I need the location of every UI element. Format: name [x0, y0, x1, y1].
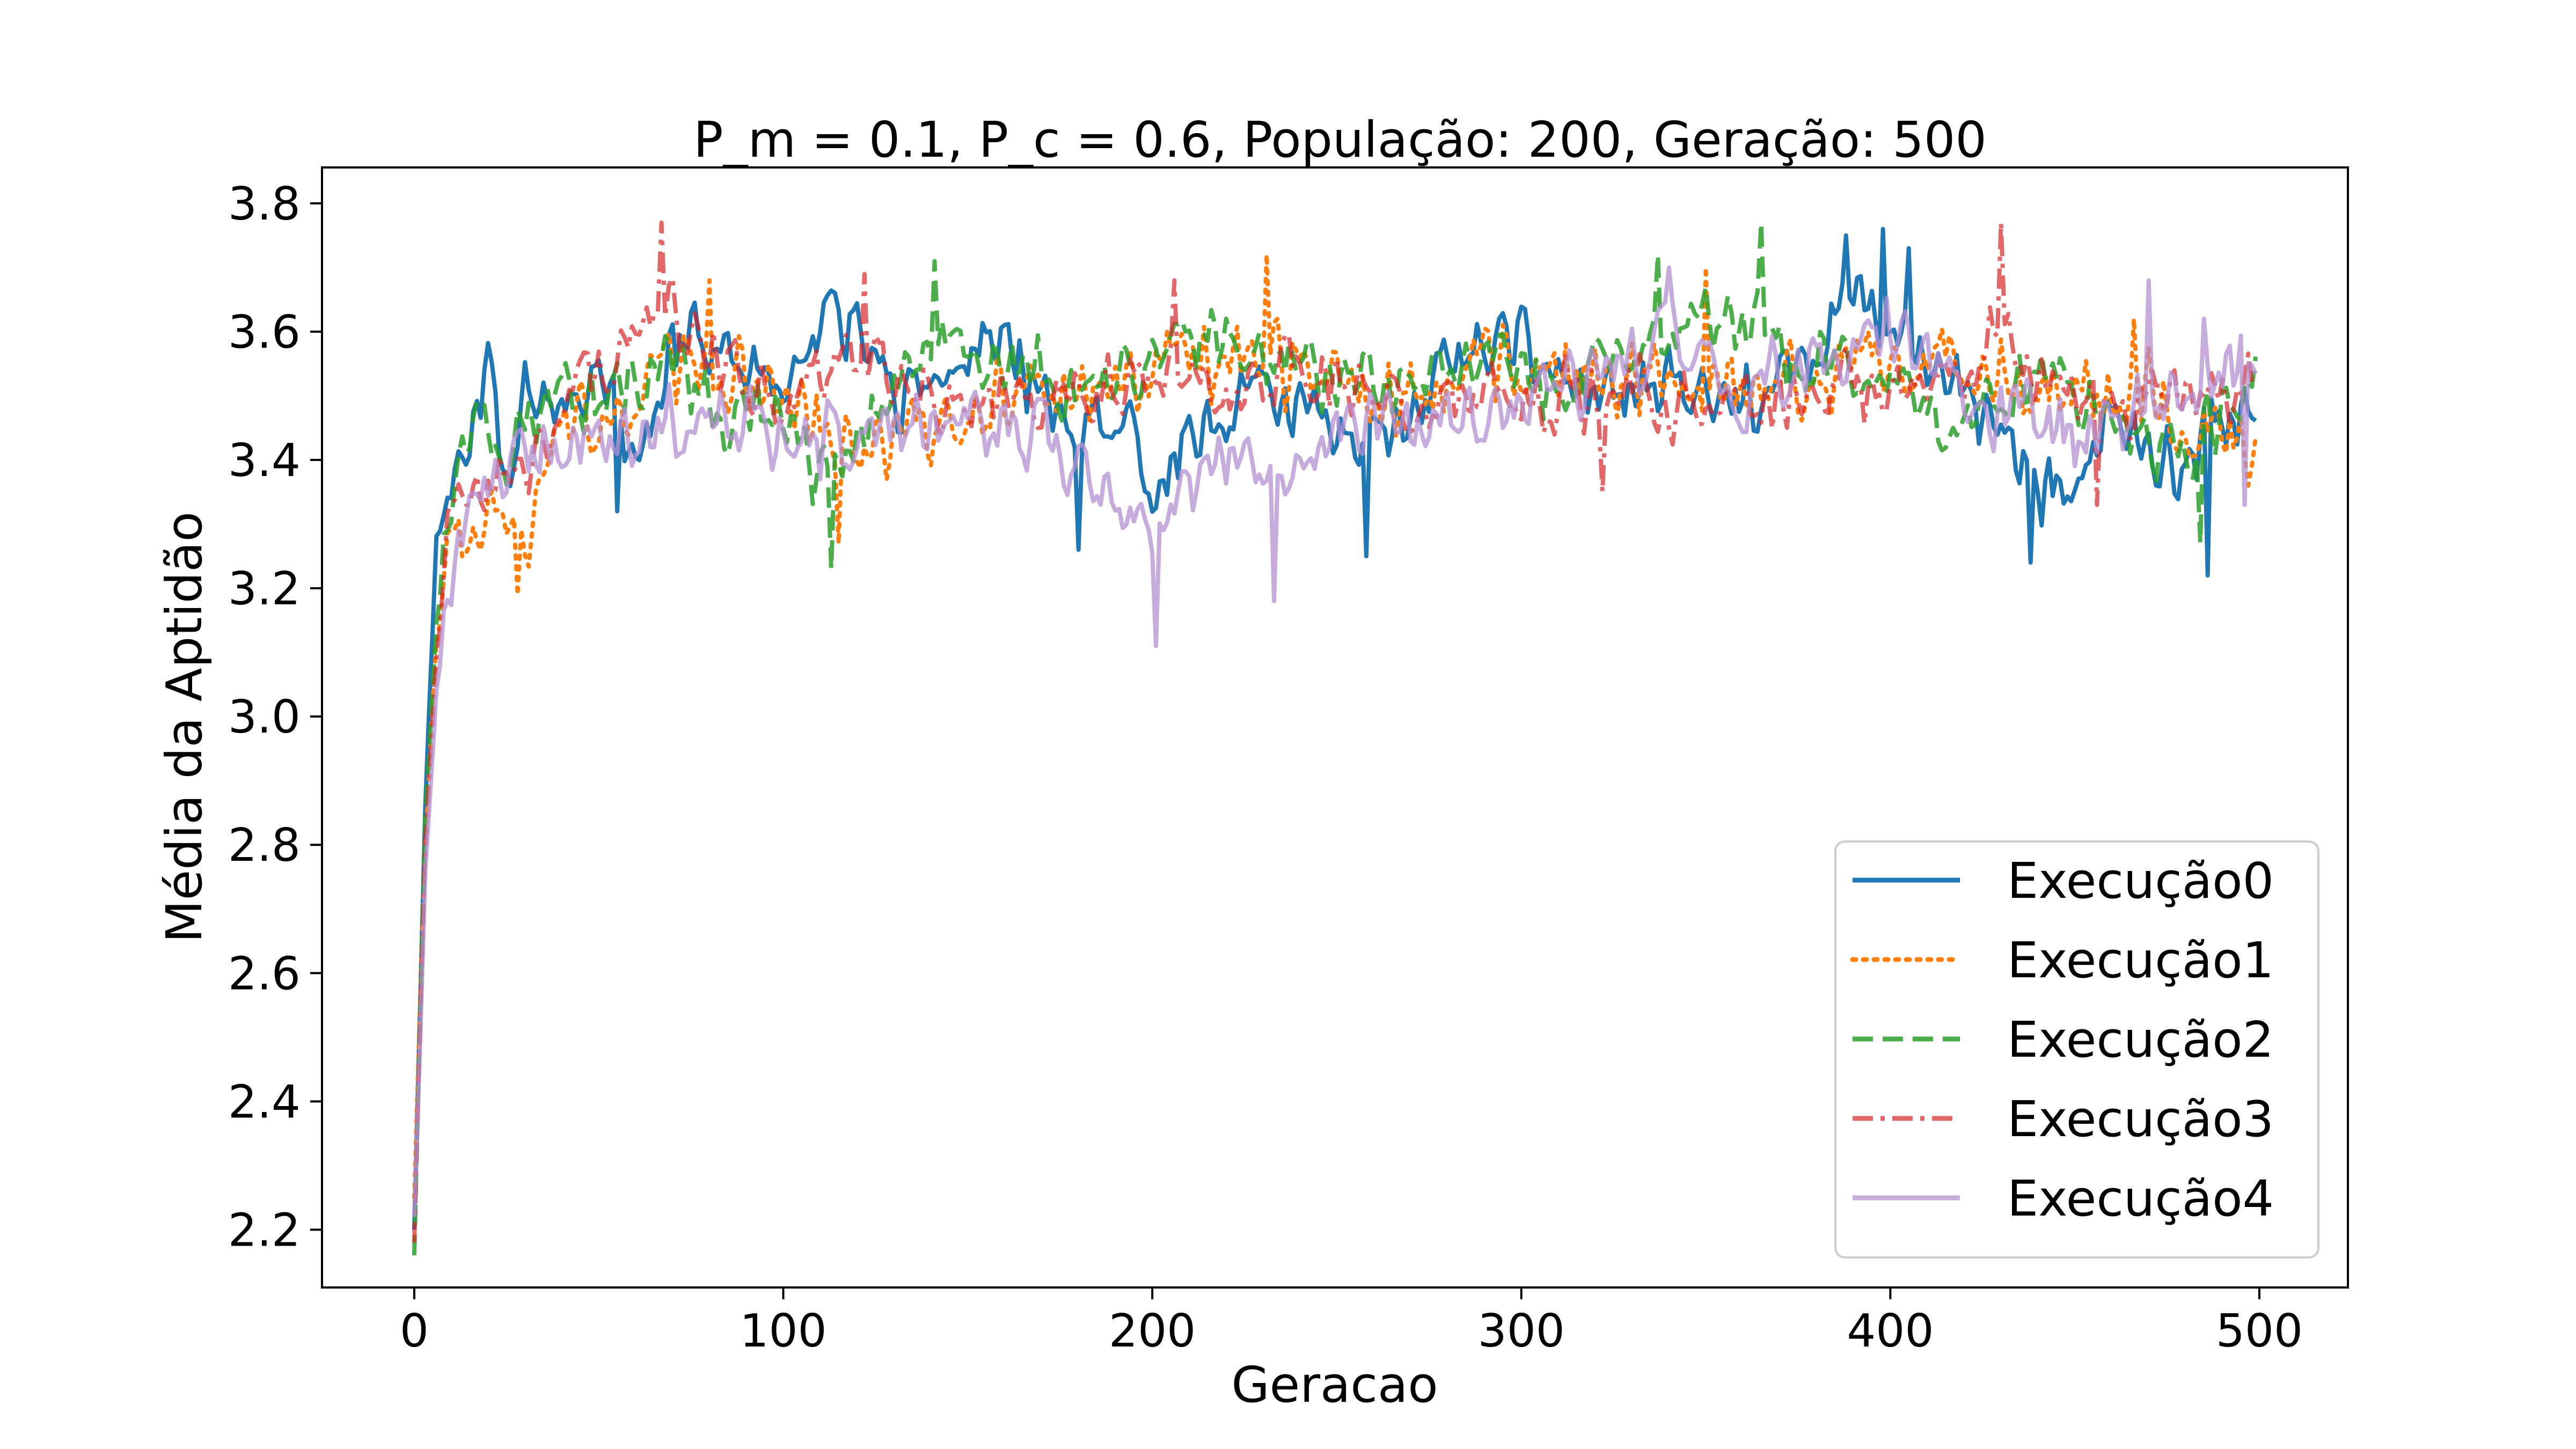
- y-tick-label: 2.6: [228, 947, 301, 1000]
- y-tick-label: 3.4: [228, 434, 301, 487]
- legend-label-2: Execução2: [2007, 1011, 2274, 1069]
- x-axis: 0 100 200 300 400 500: [400, 1287, 2303, 1358]
- plot-frame: [321, 166, 2349, 1289]
- y-tick-label: 3.0: [228, 691, 301, 744]
- legend-label-3: Execução3: [2007, 1091, 2274, 1148]
- chart-title: P_m = 0.1, P_c = 0.6, População: 200, Ge…: [693, 111, 1987, 169]
- x-tick-label: 400: [1847, 1305, 1934, 1358]
- x-tick-label: 500: [2216, 1305, 2303, 1358]
- series-line-4: [412, 265, 2258, 1217]
- x-axis-label: Geracao: [1231, 1356, 1438, 1414]
- y-tick-label: 3.6: [228, 306, 301, 359]
- series-line-2: [412, 220, 2258, 1256]
- series-line-3: [412, 220, 2257, 1243]
- y-axis: 2.2 2.4 2.6 2.8 3.0 3.2 3.4 3.6 3.8: [228, 178, 322, 1257]
- legend: Execução0 Execução1 Execução2 Execução3 Exec…: [1834, 840, 2319, 1258]
- y-tick-label: 2.2: [228, 1204, 301, 1257]
- x-tick-label: 200: [1109, 1305, 1196, 1358]
- x-tick-label: 100: [740, 1305, 826, 1358]
- legend-label-0: Execução0: [2007, 852, 2274, 910]
- x-tick-label: 0: [400, 1305, 429, 1358]
- y-tick-label: 2.4: [228, 1075, 301, 1129]
- y-tick-label: 3.2: [228, 562, 301, 616]
- y-tick-label: 3.8: [228, 178, 301, 231]
- series-line-0: [412, 226, 2257, 1230]
- y-tick-label: 2.8: [228, 819, 301, 872]
- y-axis-label: Média da Aptidão: [156, 511, 213, 943]
- legend-label-4: Execução4: [2007, 1170, 2274, 1227]
- x-tick-label: 300: [1478, 1305, 1565, 1358]
- series-layer: [412, 220, 2258, 1256]
- legend-frame: [1834, 840, 2319, 1258]
- legend-label-1: Execução1: [2007, 932, 2274, 989]
